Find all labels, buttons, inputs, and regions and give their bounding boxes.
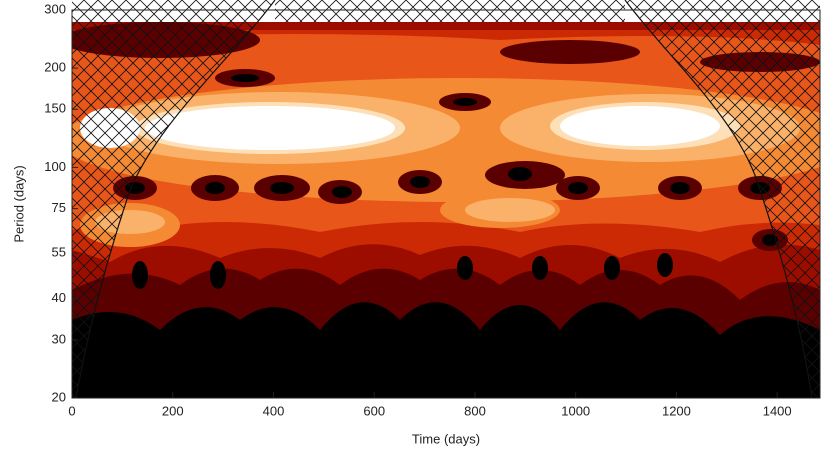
x-tick-label: 400 xyxy=(263,403,285,418)
y-tick-label: 200 xyxy=(44,60,66,75)
y-tick-label: 150 xyxy=(44,101,66,116)
y-tick-label: 75 xyxy=(52,200,66,215)
x-tick-label: 200 xyxy=(162,403,184,418)
y-tick-label: 55 xyxy=(52,244,66,259)
x-tick-label: 1200 xyxy=(662,403,691,418)
power-map xyxy=(72,22,820,398)
y-tick-label: 40 xyxy=(52,290,66,305)
y-axis-label: Period (days) xyxy=(11,165,26,242)
x-tick-label: 1400 xyxy=(763,403,792,418)
x-tick-label: 0 xyxy=(68,403,75,418)
y-tick-label: 300 xyxy=(44,1,66,16)
y-tick-label: 30 xyxy=(52,331,66,346)
x-tick-label: 1000 xyxy=(561,403,590,418)
y-tick-label: 100 xyxy=(44,159,66,174)
x-axis-label: Time (days) xyxy=(412,431,480,446)
plot-frame xyxy=(71,9,821,399)
y-tick-label: 20 xyxy=(52,389,66,404)
x-tick-label: 600 xyxy=(363,403,385,418)
x-tick-label: 800 xyxy=(464,403,486,418)
cone-of-influence xyxy=(72,0,820,398)
